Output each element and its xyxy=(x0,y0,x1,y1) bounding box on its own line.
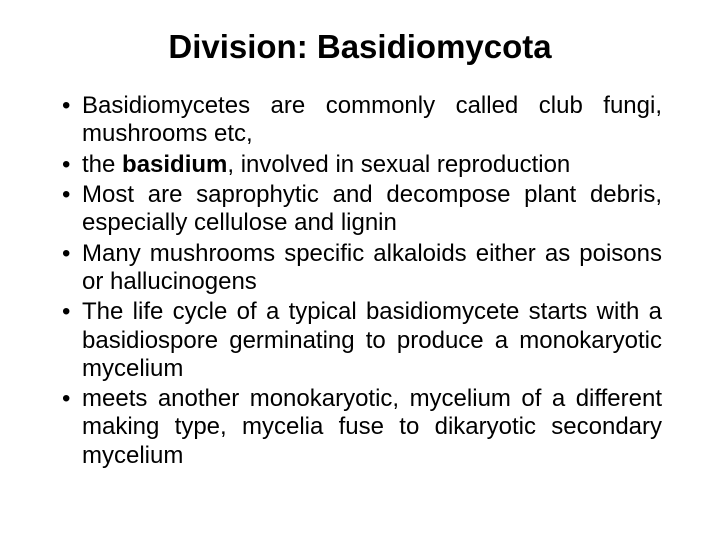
bullet-text-pre: Many mushrooms specific alkaloids either… xyxy=(82,240,662,295)
list-item: the basidium, involved in sexual reprodu… xyxy=(58,151,662,179)
list-item: meets another monokaryotic, mycelium of … xyxy=(58,385,662,470)
bullet-text-pre: Basidiomycetes are commonly called club … xyxy=(82,92,662,147)
bullet-text-pre: The life cycle of a typical basidiomycet… xyxy=(82,298,662,382)
list-item: The life cycle of a typical basidiomycet… xyxy=(58,298,662,383)
list-item: Most are saprophytic and decompose plant… xyxy=(58,181,662,238)
bullet-text-pre: meets another monokaryotic, mycelium of … xyxy=(82,385,662,469)
list-item: Many mushrooms specific alkaloids either… xyxy=(58,240,662,297)
bullet-text-post: , involved in sexual reproduction xyxy=(227,151,570,178)
bullet-text-bold: basidium xyxy=(122,151,227,178)
list-item: Basidiomycetes are commonly called club … xyxy=(58,92,662,149)
bullet-text-pre: the xyxy=(82,151,122,178)
bullet-text-pre: Most are saprophytic and decompose plant… xyxy=(82,181,662,236)
bullet-list: Basidiomycetes are commonly called club … xyxy=(58,92,662,470)
slide-title: Division: Basidiomycota xyxy=(58,28,662,66)
slide: Division: Basidiomycota Basidiomycetes a… xyxy=(0,0,720,540)
